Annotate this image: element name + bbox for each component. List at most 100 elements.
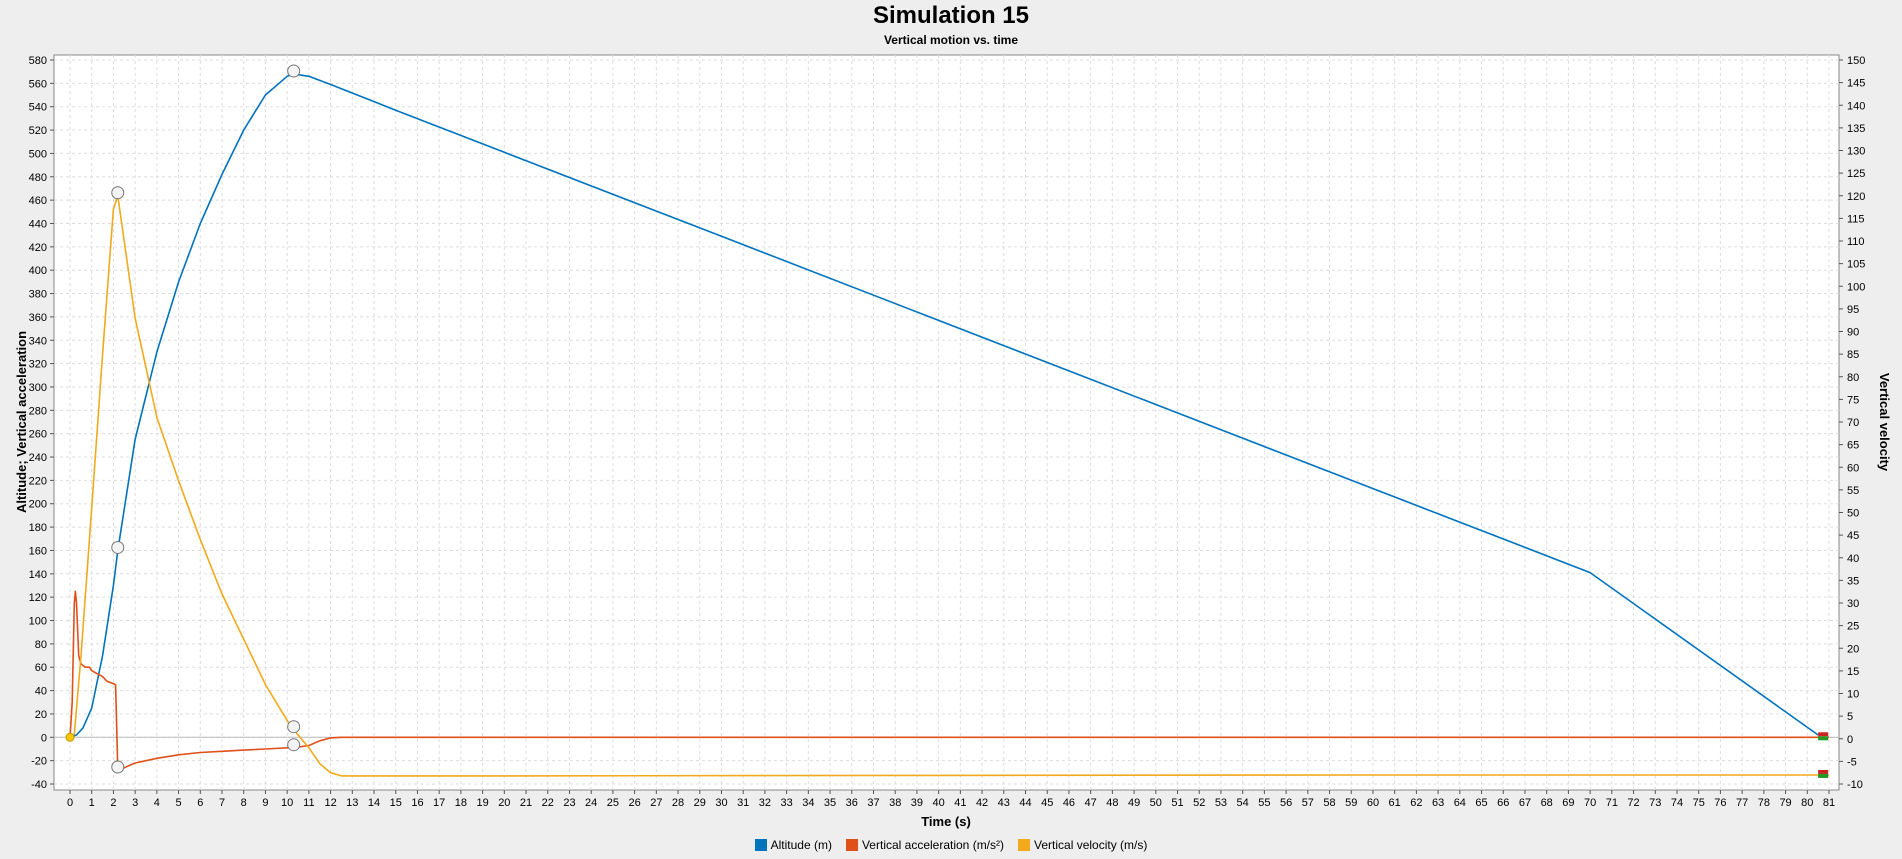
x-tick-label: 77 [1736, 797, 1748, 809]
series-altitude-line [69, 73, 1819, 739]
y-right-tick-label: 150 [1847, 55, 1865, 67]
x-tick-label: 8 [241, 797, 247, 809]
x-tick-label: 63 [1432, 797, 1444, 809]
legend-label-velocity: Vertical velocity (m/s) [1034, 838, 1148, 852]
y-right-tick-label: 120 [1847, 191, 1865, 203]
x-tick-label: 36 [846, 797, 858, 809]
x-tick-label: 74 [1671, 797, 1683, 809]
x-tick-label: 45 [1041, 797, 1053, 809]
legend-item-acceleration: Vertical acceleration (m/s²) [845, 838, 1004, 852]
y-right-tick-label: 40 [1847, 553, 1859, 565]
x-tick-label: 20 [498, 797, 510, 809]
x-tick-label: 41 [954, 797, 966, 809]
x-tick-label: 57 [1302, 797, 1314, 809]
y-left-tick-label: 80 [35, 639, 47, 651]
x-tick-label: 71 [1606, 797, 1618, 809]
x-tick-label: 52 [1193, 797, 1205, 809]
x-tick-label: 50 [1150, 797, 1162, 809]
y-right-tick-label: 70 [1847, 417, 1859, 429]
x-tick-label: 17 [433, 797, 445, 809]
parachute-icon [287, 720, 301, 734]
y-right-tick-label: 75 [1847, 394, 1859, 406]
y-left-tick-label: 380 [29, 289, 47, 301]
y-right-tick-label: 0 [1847, 734, 1853, 746]
x-tick-label: 25 [607, 797, 619, 809]
y-right-tick-label: 50 [1847, 508, 1859, 520]
legend-swatch-altitude [754, 839, 767, 851]
x-tick-label: 49 [1128, 797, 1140, 809]
x-tick-label: 67 [1519, 797, 1531, 809]
y-axis-left-label: Altitude; Vertical acceleration [14, 331, 29, 513]
y-axis-right-ticks: -10 -5 0 5 10 15 20 25 30 35 40 45 50 55 60 65 70 75 80 85 9… [1839, 55, 1865, 791]
y-right-tick-label: 65 [1847, 440, 1859, 452]
landing-flag-icon [1818, 732, 1829, 737]
x-tick-label: 79 [1779, 797, 1791, 809]
x-tick-label: 48 [1106, 797, 1118, 809]
x-tick-label: 72 [1627, 797, 1639, 809]
y-left-tick-label: 140 [29, 569, 47, 581]
y-left-tick-label: 400 [29, 265, 47, 277]
y-left-tick-label: 280 [29, 405, 47, 417]
x-tick-label: 76 [1714, 797, 1726, 809]
y-left-tick-label: 580 [29, 55, 47, 67]
x-tick-label: 26 [628, 797, 640, 809]
burnout-icon [111, 540, 125, 554]
y-left-tick-label: 520 [29, 125, 47, 137]
x-tick-label: 81 [1823, 797, 1835, 809]
legend-swatch-velocity [1018, 839, 1031, 851]
x-tick-label: 21 [520, 797, 532, 809]
parachute-icon [287, 738, 301, 752]
y-left-tick-label: 320 [29, 359, 47, 371]
x-axis-ticks: 0 1 2 3 4 5 6 7 8 9 10 11 12 13 14 15 16 17 18 19 20 21 22 23 24… [67, 790, 1835, 809]
y-right-tick-label: 135 [1847, 123, 1865, 135]
y-right-tick-label: 95 [1847, 304, 1859, 316]
x-tick-label: 22 [542, 797, 554, 809]
y-left-tick-label: 20 [35, 709, 47, 721]
x-tick-label: 35 [824, 797, 836, 809]
x-tick-label: 43 [998, 797, 1010, 809]
x-tick-label: 78 [1758, 797, 1770, 809]
x-tick-label: 5 [176, 797, 182, 809]
launch-icon [65, 732, 75, 742]
landing-flag-icon [1818, 769, 1829, 774]
y-right-tick-label: 100 [1847, 281, 1865, 293]
y-right-tick-label: 85 [1847, 349, 1859, 361]
y-left-tick-label: 120 [29, 592, 47, 604]
x-tick-label: 58 [1323, 797, 1335, 809]
y-left-tick-label: 160 [29, 545, 47, 557]
x-tick-label: 55 [1258, 797, 1270, 809]
y-left-tick-label: 100 [29, 616, 47, 628]
x-tick-label: 42 [976, 797, 988, 809]
y-axis-left-ticks: -40 -20 0 20 40 60 80 100 120 140 160 180 200 220 240 2… [29, 55, 54, 791]
y-left-tick-label: 220 [29, 475, 47, 487]
x-tick-label: 54 [1237, 797, 1249, 809]
y-left-tick-label: 500 [29, 148, 47, 160]
x-tick-label: 60 [1367, 797, 1379, 809]
legend-item-altitude: Altitude (m) [754, 838, 832, 852]
x-tick-label: 44 [1019, 797, 1031, 809]
y-left-tick-label: -20 [31, 756, 47, 768]
y-right-tick-label: 60 [1847, 462, 1859, 474]
y-right-tick-label: 110 [1847, 236, 1865, 248]
y-right-tick-label: 35 [1847, 575, 1859, 587]
y-right-tick-label: -10 [1847, 779, 1863, 791]
x-tick-label: 65 [1475, 797, 1487, 809]
x-tick-label: 40 [933, 797, 945, 809]
y-left-tick-label: 540 [29, 102, 47, 114]
x-tick-label: 53 [1215, 797, 1227, 809]
legend-label-altitude: Altitude (m) [770, 838, 832, 852]
x-tick-label: 3 [132, 797, 138, 809]
x-tick-label: 11 [303, 797, 314, 809]
y-left-tick-label: 420 [29, 242, 47, 254]
y-right-tick-label: 145 [1847, 78, 1865, 90]
plot-area [53, 54, 1840, 791]
chart-subtitle: Vertical motion vs. time [883, 33, 1019, 47]
series-lines [69, 73, 1829, 777]
y-left-tick-label: 40 [35, 686, 47, 698]
y-right-tick-label: 130 [1847, 146, 1865, 158]
y-right-tick-label: 80 [1847, 372, 1859, 384]
burnout-icon [111, 760, 125, 774]
y-left-tick-label: -40 [31, 779, 47, 791]
y-left-tick-label: 480 [29, 172, 47, 184]
x-tick-label: 23 [563, 797, 575, 809]
